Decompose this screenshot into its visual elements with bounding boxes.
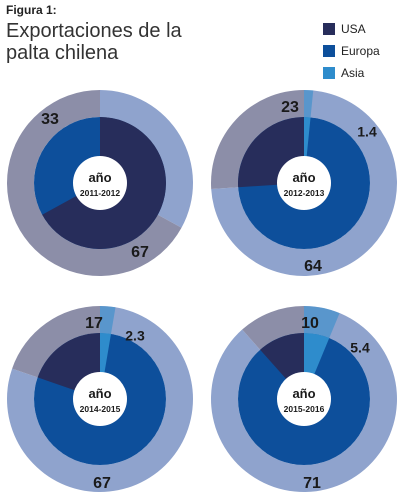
legend-label-usa: USA: [341, 22, 366, 36]
chart-2-data-label-asia: 1.4: [357, 124, 377, 140]
chart-2-period-label: 2012-2013: [284, 188, 325, 198]
chart-2-data-label-usa: 23: [281, 99, 299, 116]
chart-4-data-label-usa: 10: [301, 315, 319, 332]
chart-1-period-label: 2011-2012: [80, 188, 120, 198]
figure-title-line-2: palta chilena: [6, 42, 119, 64]
chart-4-period-label: 2015-2016: [284, 404, 325, 414]
chart-3-outer-usa: [12, 306, 100, 378]
chart-1-data-label-europa: 33: [41, 111, 59, 128]
legend-swatch-europa: [323, 45, 335, 57]
chart-2-outer-usa: [211, 90, 304, 189]
chart-3-center-label: año: [88, 386, 111, 401]
chart-2-outer-asia: [304, 90, 314, 118]
chart-1-data-label-usa: 67: [131, 244, 149, 261]
legend-label-asia: Asia: [341, 66, 365, 80]
chart-2-center: [277, 156, 331, 210]
figure-label: Figura 1:: [6, 3, 57, 17]
figure-title: Exportaciones de la palta chilena: [6, 20, 206, 64]
chart-1-center-label: año: [88, 170, 111, 185]
chart-3-data-label-usa: 17: [85, 315, 103, 332]
chart-2-center-label: año: [292, 170, 315, 185]
chart-2-data-label-europa: 64: [304, 258, 322, 275]
chart-3-data-label-europa: 67: [93, 475, 111, 492]
chart-3-period-label: 2014-2015: [80, 404, 121, 414]
chart-1-center: [73, 156, 127, 210]
legend-item-asia: Asia: [323, 62, 380, 84]
chart-3-outer-asia: [100, 306, 116, 334]
figure-title-line-1: Exportaciones de la: [6, 20, 182, 42]
chart-3-center: [73, 372, 127, 426]
legend-label-europa: Europa: [341, 44, 380, 58]
chart-3-data-label-asia: 2.3: [125, 328, 145, 344]
chart-4-center: [277, 372, 331, 426]
chart-4-center-label: año: [292, 386, 315, 401]
legend-swatch-usa: [323, 23, 335, 35]
legend-item-usa: USA: [323, 18, 380, 40]
chart-1-outer-usa: [6, 90, 182, 276]
chart-4-data-label-asia: 5.4: [350, 340, 370, 356]
chart-1-outer-europa: [100, 90, 193, 228]
chart-4-outer-usa: [242, 305, 304, 350]
legend-item-europa: Europa: [323, 40, 380, 62]
chart-4-data-label-europa: 71: [303, 475, 321, 492]
legend: USA Europa Asia: [323, 18, 380, 84]
chart-4-outer-asia: [304, 306, 340, 339]
legend-swatch-asia: [323, 67, 335, 79]
